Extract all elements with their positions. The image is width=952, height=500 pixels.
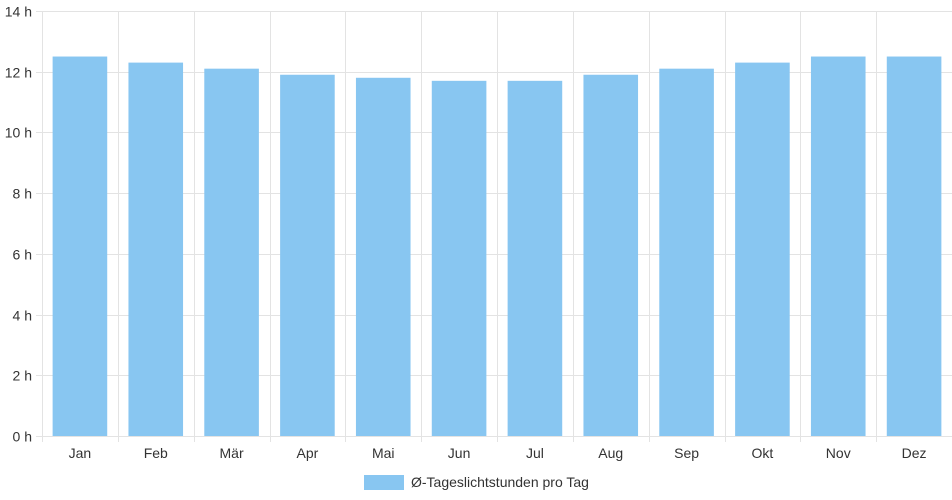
y-tick-label: 14 h [5,4,32,20]
bar-sep[interactable] [659,68,714,436]
bar-aug[interactable] [583,74,639,436]
x-tick-label: Jan [69,445,92,461]
x-tick-label: Apr [297,445,319,461]
x-tick-label: Dez [902,445,927,461]
bar-mai[interactable] [355,77,411,437]
y-tick-label: 10 h [5,125,32,141]
x-tick-label: Mai [372,445,395,461]
bar-feb[interactable] [128,62,184,436]
bar-apr[interactable] [280,74,335,436]
x-tick-label: Feb [144,445,168,461]
axes: 0 h 2 h 4 h 6 h 8 h 10 h 12 h 14 h Jan Feb Mär Apr M… [5,4,927,462]
x-tick-label: Jul [526,445,544,461]
y-tick-label: 4 h [13,308,32,324]
bar-jun[interactable] [431,80,487,437]
x-tick-label: Aug [598,445,623,461]
y-tick-label: 8 h [13,186,32,202]
bar-jan[interactable] [52,56,108,437]
bar-dez[interactable] [886,56,942,437]
bars [52,56,942,437]
y-tick-label: 0 h [13,429,32,445]
bar-jul[interactable] [507,80,563,437]
x-tick-label: Okt [752,445,774,461]
y-tick-label: 2 h [13,368,32,384]
grid [36,11,952,442]
bar-mär[interactable] [204,68,259,436]
legend[interactable]: Ø-Tageslichtstunden pro Tag [364,474,589,490]
bar-okt[interactable] [735,62,790,436]
x-tick-label: Mär [220,445,244,461]
bar-nov[interactable] [810,56,866,437]
legend-swatch[interactable] [364,475,404,490]
x-tick-label: Jun [448,445,471,461]
x-tick-label: Nov [826,445,851,461]
y-tick-label: 6 h [13,247,32,263]
y-tick-label: 12 h [5,65,32,81]
x-tick-label: Sep [674,445,699,461]
legend-label[interactable]: Ø-Tageslichtstunden pro Tag [411,474,589,490]
